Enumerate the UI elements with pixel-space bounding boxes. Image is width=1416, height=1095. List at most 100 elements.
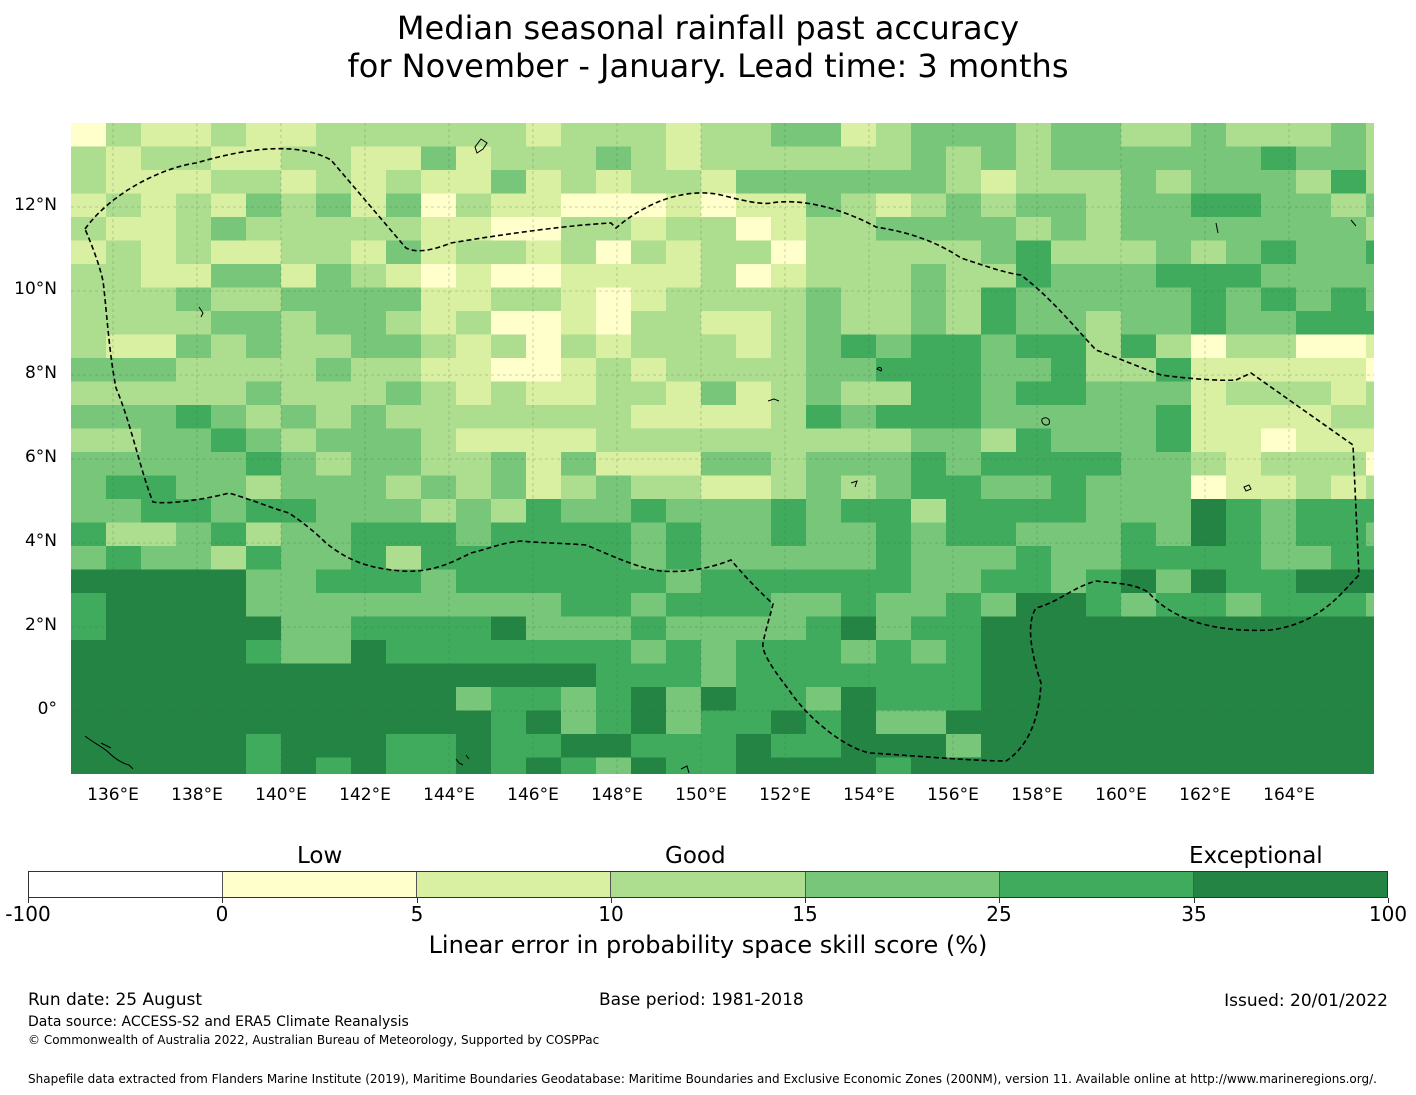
skill-cell bbox=[771, 734, 807, 759]
skill-cell bbox=[421, 475, 457, 500]
skill-cell bbox=[666, 710, 702, 735]
skill-cell bbox=[351, 734, 387, 759]
skill-cell bbox=[771, 546, 807, 571]
skill-cell bbox=[316, 640, 352, 665]
skill-cell bbox=[561, 640, 597, 665]
skill-cell bbox=[1226, 452, 1262, 477]
skill-cell bbox=[1191, 123, 1227, 148]
skill-cell bbox=[1086, 734, 1122, 759]
skill-cell bbox=[736, 405, 772, 430]
skill-cell bbox=[736, 734, 772, 759]
skill-cell bbox=[841, 546, 877, 571]
skill-cell bbox=[561, 264, 597, 289]
skill-cell bbox=[841, 334, 877, 359]
skill-cell bbox=[316, 146, 352, 171]
skill-cell bbox=[736, 217, 772, 242]
skill-cell bbox=[841, 240, 877, 265]
skill-cell bbox=[876, 334, 912, 359]
skill-cell bbox=[876, 522, 912, 547]
lon-label-136e: 136°E bbox=[87, 785, 139, 805]
skill-cell bbox=[1366, 123, 1374, 148]
skill-cell bbox=[666, 123, 702, 148]
skill-cell bbox=[176, 334, 212, 359]
skill-cell bbox=[736, 358, 772, 383]
skill-cell bbox=[456, 593, 492, 618]
skill-cell bbox=[316, 358, 352, 383]
skill-cell bbox=[561, 240, 597, 265]
skill-cell bbox=[351, 334, 387, 359]
skill-cell bbox=[981, 734, 1017, 759]
colorbar-tick-mark bbox=[805, 898, 806, 903]
skill-cell bbox=[421, 616, 457, 641]
skill-cell bbox=[421, 334, 457, 359]
skill-cell bbox=[71, 193, 107, 218]
skill-cell bbox=[946, 193, 982, 218]
skill-cell bbox=[946, 663, 982, 688]
skill-cell bbox=[281, 334, 317, 359]
skill-cell bbox=[1366, 193, 1374, 218]
skill-cell bbox=[981, 358, 1017, 383]
skill-cell bbox=[981, 287, 1017, 312]
skill-cell bbox=[1296, 428, 1332, 453]
skill-cell bbox=[1051, 640, 1087, 665]
skill-cell bbox=[526, 640, 562, 665]
skill-cell bbox=[981, 264, 1017, 289]
skill-cell bbox=[246, 358, 282, 383]
skill-cell bbox=[806, 287, 842, 312]
colorbar-segment bbox=[417, 872, 612, 897]
skill-cell bbox=[386, 381, 422, 406]
skill-cell bbox=[806, 687, 842, 712]
skill-cell bbox=[631, 287, 667, 312]
skill-cell bbox=[631, 663, 667, 688]
skill-cell bbox=[1121, 569, 1157, 594]
skill-cell bbox=[701, 734, 737, 759]
skill-cell bbox=[1331, 522, 1367, 547]
skill-cell bbox=[596, 522, 632, 547]
skill-cell bbox=[246, 593, 282, 618]
skill-cell bbox=[1296, 663, 1332, 688]
skill-cell bbox=[491, 287, 527, 312]
skill-cell bbox=[1226, 687, 1262, 712]
skill-cell bbox=[526, 170, 562, 195]
skill-cell bbox=[1331, 616, 1367, 641]
skill-cell bbox=[806, 358, 842, 383]
skill-cell bbox=[1191, 452, 1227, 477]
skill-cell bbox=[211, 170, 247, 195]
skill-cell bbox=[456, 452, 492, 477]
skill-cell bbox=[876, 640, 912, 665]
skill-cell bbox=[841, 640, 877, 665]
skill-cell bbox=[1016, 264, 1052, 289]
skill-cell bbox=[1156, 475, 1192, 500]
skill-cell bbox=[176, 546, 212, 571]
skill-cell bbox=[71, 146, 107, 171]
skill-cell bbox=[491, 311, 527, 336]
skill-cell bbox=[316, 663, 352, 688]
skill-cell bbox=[106, 146, 142, 171]
skill-cell bbox=[596, 428, 632, 453]
skill-cell bbox=[421, 405, 457, 430]
skill-cell bbox=[1051, 616, 1087, 641]
skill-cell bbox=[211, 334, 247, 359]
skill-cell bbox=[981, 522, 1017, 547]
skill-cell bbox=[386, 640, 422, 665]
skill-cell bbox=[911, 287, 947, 312]
skill-cell bbox=[1086, 593, 1122, 618]
skill-cell bbox=[1121, 193, 1157, 218]
skill-cell bbox=[141, 569, 177, 594]
skill-cell bbox=[1296, 616, 1332, 641]
colorbar-tick-mark bbox=[222, 898, 223, 903]
skill-cell bbox=[351, 640, 387, 665]
skill-cell bbox=[211, 687, 247, 712]
skill-cell bbox=[946, 123, 982, 148]
skill-cell bbox=[456, 687, 492, 712]
skill-cell bbox=[1366, 710, 1374, 735]
skill-cell bbox=[701, 757, 737, 774]
skill-cell bbox=[1016, 757, 1052, 774]
skill-cell bbox=[911, 640, 947, 665]
skill-cell bbox=[491, 593, 527, 618]
skill-cell bbox=[1226, 710, 1262, 735]
skill-cell bbox=[1051, 240, 1087, 265]
skill-cell bbox=[1156, 663, 1192, 688]
skill-cell bbox=[386, 311, 422, 336]
skill-cell bbox=[1016, 240, 1052, 265]
